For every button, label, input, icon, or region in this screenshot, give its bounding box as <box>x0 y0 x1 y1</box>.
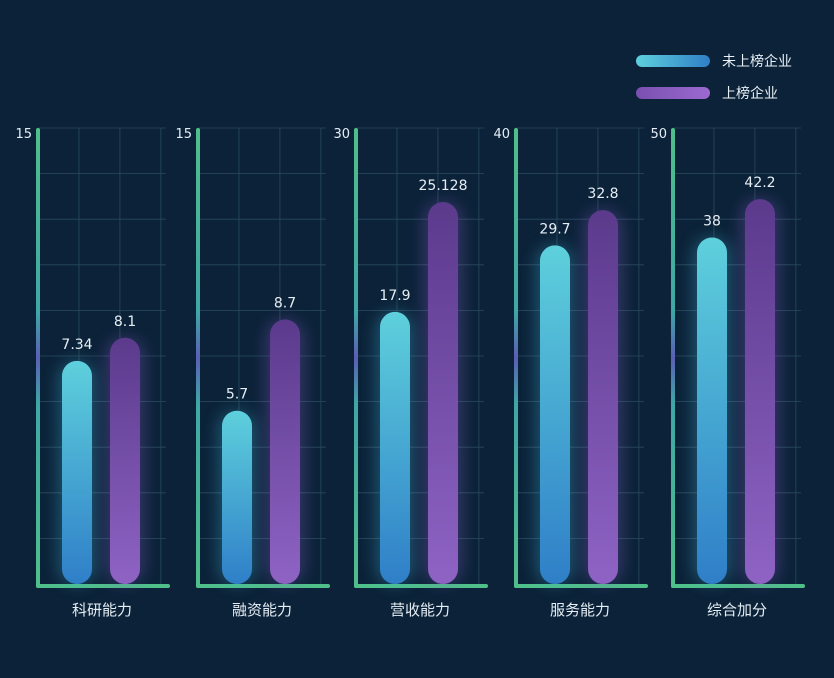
data-label: 38 <box>703 213 721 229</box>
y-axis <box>196 128 200 588</box>
bar-listed <box>270 319 300 584</box>
bar-listed <box>110 337 140 584</box>
data-label: 5.7 <box>226 387 248 403</box>
category-label: 服务能力 <box>550 601 610 619</box>
chart-panel-1: 15 7.34 8.1 科研能力 <box>15 127 170 619</box>
bar-unlisted <box>697 237 727 584</box>
x-axis <box>514 584 648 588</box>
y-axis <box>36 128 40 588</box>
data-label: 29.7 <box>539 221 570 237</box>
x-axis <box>36 584 170 588</box>
data-label: 7.34 <box>61 337 92 353</box>
grid <box>198 127 326 584</box>
data-label: 8.1 <box>114 314 136 330</box>
legend: 未上榜企业 上榜企业 <box>636 50 792 114</box>
y-tick-label: 50 <box>650 127 667 142</box>
y-tick-label: 15 <box>15 127 32 142</box>
chart-panel-2: 15 5.7 8.7 融资能力 <box>175 127 330 619</box>
y-tick-label: 30 <box>333 127 350 142</box>
y-tick-label: 40 <box>493 127 510 142</box>
legend-item-unlisted: 未上榜企业 <box>636 50 792 72</box>
bar-unlisted <box>380 311 410 584</box>
bar-unlisted <box>62 360 92 584</box>
x-axis <box>671 584 805 588</box>
legend-swatch-listed <box>636 87 710 99</box>
bar-listed <box>428 202 458 585</box>
grid <box>356 127 484 584</box>
legend-label-unlisted: 未上榜企业 <box>722 54 792 70</box>
y-axis <box>671 128 675 588</box>
legend-swatch-unlisted <box>636 55 710 67</box>
bar-listed <box>745 199 775 585</box>
chart-panel-5: 50 38 42.2 综合加分 <box>650 127 805 619</box>
y-axis <box>354 128 358 588</box>
chart-panel-4: 40 29.7 32.8 服务能力 <box>493 127 648 619</box>
x-axis <box>354 584 488 588</box>
bar-unlisted <box>222 410 252 584</box>
bar-unlisted <box>540 245 570 585</box>
data-label: 17.9 <box>379 288 410 304</box>
data-label: 42.2 <box>744 175 775 191</box>
chart-panel-3: 30 17.9 25.128 营收能力 <box>333 127 488 619</box>
data-label: 25.128 <box>419 178 468 194</box>
legend-item-listed: 上榜企业 <box>636 82 792 104</box>
category-label: 综合加分 <box>707 601 767 619</box>
x-axis <box>196 584 330 588</box>
y-axis <box>514 128 518 588</box>
data-label: 32.8 <box>587 186 618 202</box>
category-label: 科研能力 <box>72 601 132 619</box>
category-label: 营收能力 <box>390 601 450 619</box>
bar-listed <box>588 210 618 584</box>
legend-label-listed: 上榜企业 <box>722 86 778 102</box>
grid <box>38 127 166 584</box>
grid <box>516 127 644 584</box>
data-label: 8.7 <box>274 296 296 312</box>
category-label: 融资能力 <box>232 601 292 619</box>
y-tick-label: 15 <box>175 127 192 142</box>
grid <box>673 127 801 584</box>
